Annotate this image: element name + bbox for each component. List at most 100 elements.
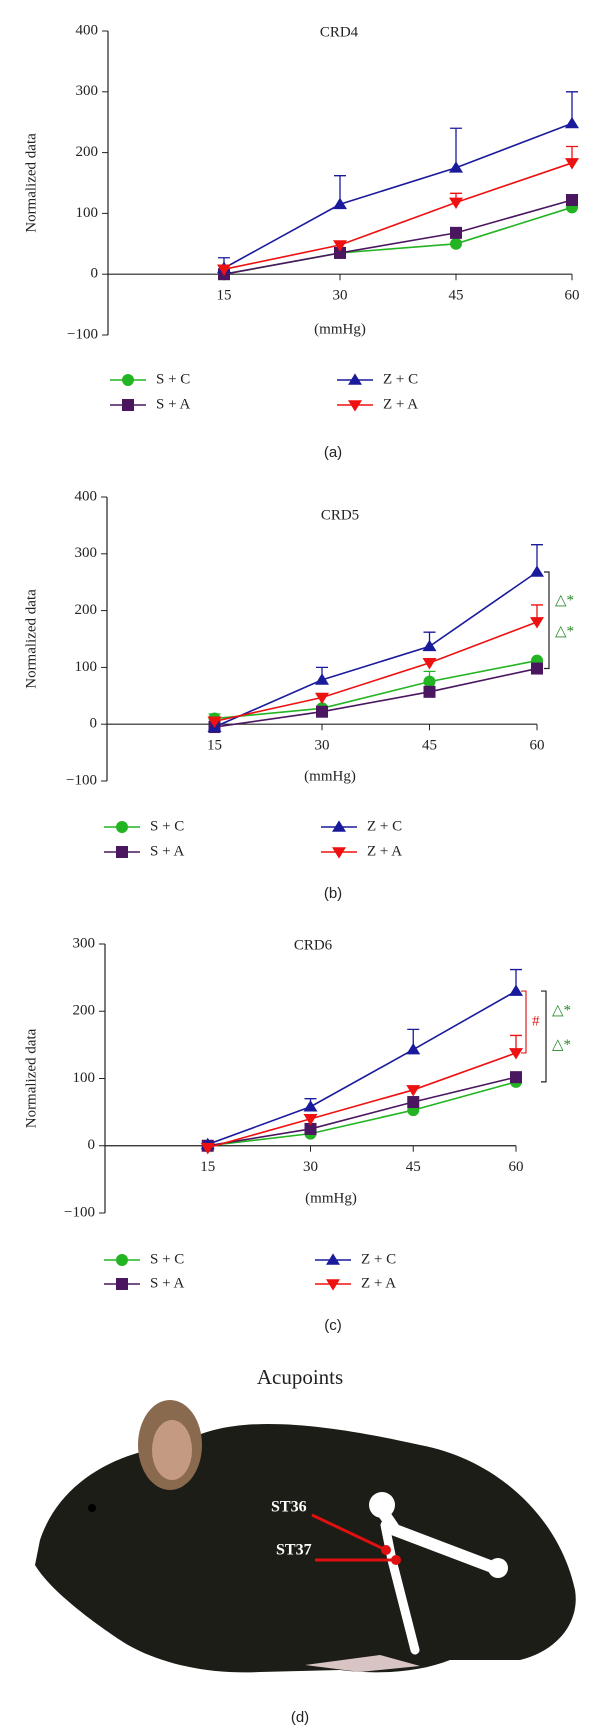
legend-label: S + C xyxy=(156,371,190,387)
y-axis-label: Normalized data xyxy=(23,589,39,689)
legend-marker xyxy=(348,400,362,412)
y-tick-label: 0 xyxy=(91,266,99,282)
x-tick-label: 30 xyxy=(333,288,348,304)
y-tick-label: 200 xyxy=(75,602,98,618)
legend-label: Z + A xyxy=(383,396,418,412)
series-line xyxy=(207,1081,517,1147)
x-tick-label: 30 xyxy=(315,738,330,754)
point-st36 xyxy=(381,1545,391,1555)
y-tick-label: 0 xyxy=(90,716,98,732)
y-tick-label: 200 xyxy=(76,144,99,160)
x-tick-label: 15 xyxy=(207,738,222,754)
y-tick-label: 100 xyxy=(76,205,99,221)
x-tick-label: 45 xyxy=(449,288,464,304)
legend-marker xyxy=(122,374,134,386)
x-tick-label: 15 xyxy=(217,288,232,304)
chart-title: CRD4 xyxy=(320,24,359,40)
legend-marker xyxy=(326,1253,340,1265)
mouse-photo: ST36 ST37 xyxy=(35,1400,576,1673)
y-tick-label: −100 xyxy=(64,1204,95,1220)
marker xyxy=(217,264,231,276)
x-axis-label: (mmHg) xyxy=(305,1190,357,1206)
annotation: △* xyxy=(555,623,574,639)
legend-marker xyxy=(332,847,346,859)
chart-title: CRD5 xyxy=(321,507,359,523)
chart-title: CRD6 xyxy=(294,937,333,953)
mouse-eye xyxy=(88,1504,96,1512)
acupoints-title: Acupoints xyxy=(257,1365,343,1389)
marker xyxy=(407,1096,420,1109)
marker xyxy=(565,116,579,129)
panel-label: (c) xyxy=(324,1317,342,1334)
marker xyxy=(509,1048,523,1060)
legend-label: Z + A xyxy=(361,1275,396,1291)
chart: −100 0 100 200 300 15 30 45 60 CRD6 (mmHg) Normaliz… xyxy=(23,935,571,1334)
marker xyxy=(565,158,579,170)
marker xyxy=(200,1142,215,1155)
mouse-ear-inner xyxy=(152,1420,192,1480)
legend-label: S + A xyxy=(150,1275,184,1291)
series-line xyxy=(214,667,538,728)
marker xyxy=(449,197,463,210)
marker xyxy=(530,617,544,629)
legend-label: S + A xyxy=(150,843,184,859)
acupoint-label: ST37 xyxy=(276,1542,312,1559)
legend-label: Z + A xyxy=(367,843,402,859)
panel-label: (a) xyxy=(324,444,342,461)
legend-marker xyxy=(332,820,346,832)
marker xyxy=(334,246,346,259)
marker xyxy=(531,662,543,675)
marker xyxy=(207,716,222,728)
x-axis-label: (mmHg) xyxy=(314,321,366,337)
chart: −100 0 100 200 300 400 15 30 45 60 CRD5 (mmHg) Norma… xyxy=(23,488,574,902)
y-tick-label: 300 xyxy=(76,83,99,99)
marker xyxy=(450,237,462,250)
y-tick-label: 400 xyxy=(76,22,99,38)
series-line xyxy=(207,1076,517,1147)
bone-joint xyxy=(369,1492,395,1518)
x-axis-label: (mmHg) xyxy=(304,768,356,784)
legend-marker xyxy=(122,399,134,411)
legend-marker xyxy=(116,846,128,858)
marker xyxy=(333,240,347,252)
panel-label: (b) xyxy=(324,885,342,902)
series-line xyxy=(207,1052,517,1149)
legend-label: S + C xyxy=(150,818,184,834)
marker xyxy=(449,161,463,173)
y-tick-label: 300 xyxy=(73,935,96,951)
legend-label: S + A xyxy=(156,396,190,412)
marker xyxy=(509,984,523,996)
panel-label: (d) xyxy=(291,1709,309,1726)
y-tick-label: 100 xyxy=(75,659,98,675)
series-line xyxy=(214,659,538,720)
marker xyxy=(406,1085,421,1097)
marker xyxy=(315,692,329,705)
marker xyxy=(510,1071,522,1084)
acupoint-label: ST36 xyxy=(271,1499,307,1516)
x-tick-label: 60 xyxy=(530,738,545,754)
significance-bracket xyxy=(521,990,527,1054)
legend-label: Z + C xyxy=(367,818,402,834)
marker xyxy=(316,705,328,718)
y-tick-label: 200 xyxy=(73,1003,96,1019)
legend-label: S + C xyxy=(150,1251,184,1267)
annotation: # xyxy=(532,1013,540,1029)
legend-marker xyxy=(326,1279,340,1291)
legend-marker xyxy=(116,821,128,833)
marker xyxy=(304,1122,317,1135)
marker xyxy=(422,639,437,652)
series-line xyxy=(214,621,538,723)
y-tick-label: 100 xyxy=(73,1070,96,1086)
chart: −100 0 100 200 300 400 15 30 45 60 CRD4 (mmHg) Norma… xyxy=(23,22,579,461)
mouse-foot xyxy=(305,1655,420,1672)
marker xyxy=(423,685,436,698)
x-tick-label: 45 xyxy=(406,1159,421,1175)
x-tick-label: 30 xyxy=(303,1159,318,1175)
legend-label: Z + C xyxy=(361,1251,396,1267)
y-axis-label: Normalized data xyxy=(23,133,39,233)
bone-joint xyxy=(488,1558,508,1578)
legend-marker xyxy=(116,1254,128,1266)
marker xyxy=(423,675,436,688)
legend-marker xyxy=(348,373,362,385)
